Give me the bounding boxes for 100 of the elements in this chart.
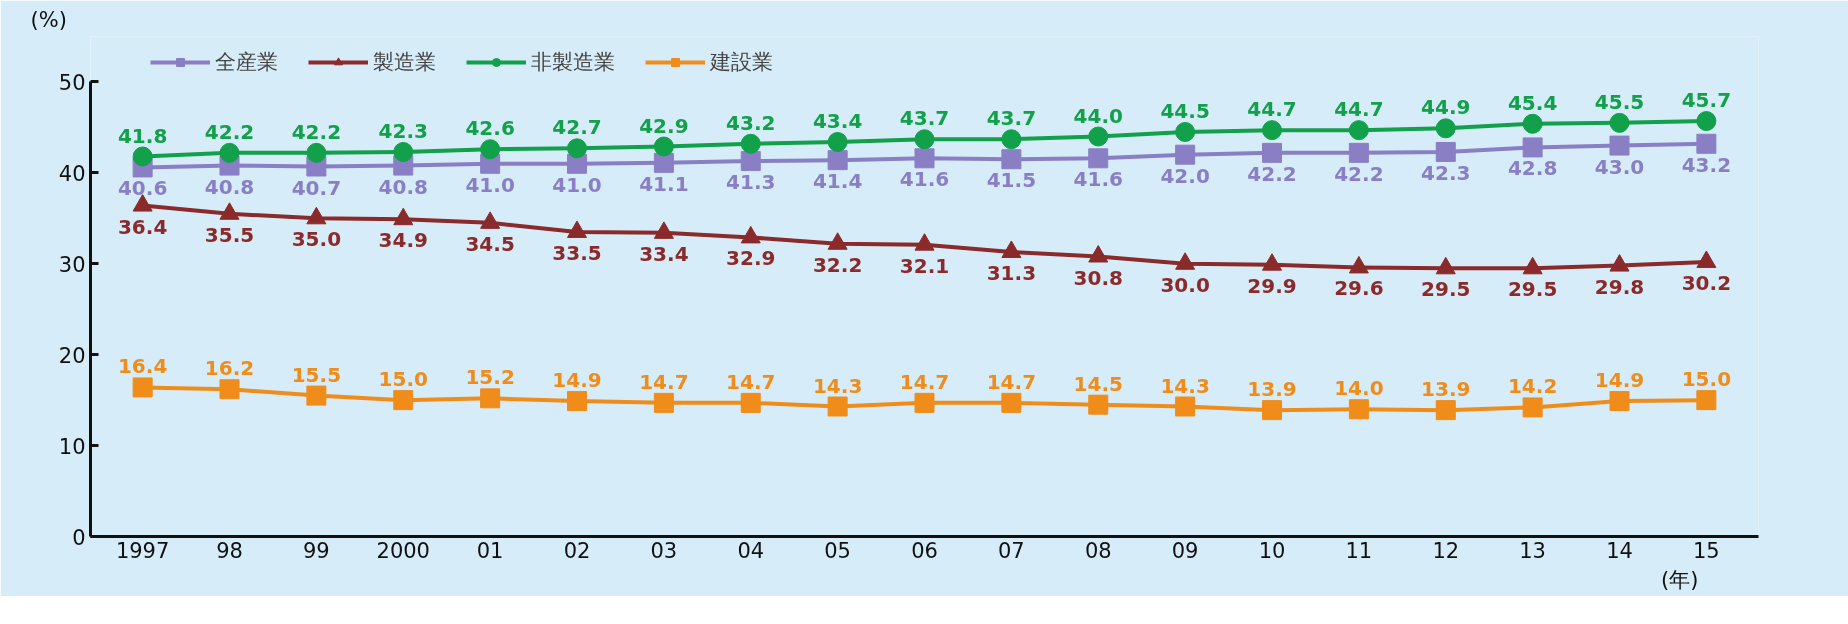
data-label: 45.4 [1507, 90, 1558, 115]
point [1522, 397, 1543, 418]
point [393, 390, 414, 411]
data-label: 29.9 [1247, 273, 1297, 298]
data-label: 42.6 [465, 116, 515, 141]
data-label: 42.7 [552, 115, 602, 140]
point [1609, 112, 1630, 133]
x-tick-label: 13 [1519, 538, 1546, 563]
data-label: 16.2 [204, 356, 255, 381]
data-label: 42.0 [1160, 163, 1210, 188]
data-label: 42.2 [291, 119, 342, 144]
data-label: 29.6 [1334, 276, 1384, 301]
point [1522, 137, 1543, 158]
data-label: 40.8 [378, 174, 428, 199]
legend-label: 非製造業 [531, 49, 615, 76]
data-label: 44.5 [1160, 98, 1210, 123]
data-label: 31.3 [986, 260, 1037, 285]
point [306, 385, 327, 406]
data-label: 44.7 [1334, 97, 1384, 122]
data-label: 42.2 [1247, 161, 1297, 186]
data-label: 14.9 [1594, 368, 1645, 393]
x-tick-label: 03 [650, 538, 678, 563]
point [914, 129, 935, 150]
x-axis-title: (年) [1661, 567, 1699, 592]
point [1522, 113, 1543, 134]
point [740, 151, 761, 172]
x-tick-label: 04 [737, 538, 765, 563]
data-label: 32.1 [899, 253, 950, 278]
point [1696, 390, 1717, 411]
data-label: 41.4 [812, 169, 863, 194]
point [567, 391, 587, 412]
data-label: 43.0 [1594, 154, 1645, 179]
data-label: 42.3 [378, 118, 428, 143]
data-label: 14.5 [1073, 371, 1123, 396]
data-label: 40.7 [291, 175, 342, 200]
data-label: 33.5 [552, 240, 602, 265]
data-label: 14.7 [899, 369, 950, 394]
data-label: 43.4 [812, 108, 863, 133]
point [914, 148, 935, 169]
data-label: 32.2 [812, 252, 863, 277]
point [740, 392, 761, 413]
point [1175, 396, 1196, 417]
y-tick-label: 50 [58, 70, 86, 95]
data-label: 43.7 [899, 106, 950, 131]
data-label: 30.8 [1073, 265, 1123, 290]
y-tick-label: 20 [58, 343, 86, 368]
data-label: 42.8 [1507, 156, 1558, 181]
point [740, 133, 761, 154]
x-tick-label: 07 [998, 538, 1025, 563]
data-label: 44.0 [1073, 103, 1123, 128]
data-label: 29.8 [1594, 274, 1645, 299]
data-label: 30.0 [1160, 272, 1210, 297]
point [1609, 135, 1630, 156]
point [1001, 129, 1022, 150]
point [1175, 144, 1196, 165]
y-tick-label: 40 [58, 161, 86, 186]
point [480, 139, 501, 160]
data-label: 29.5 [1507, 277, 1558, 302]
data-label: 13.9 [1247, 377, 1297, 402]
data-label: 15.2 [465, 365, 515, 390]
data-label: 30.2 [1681, 270, 1732, 295]
data-label: 41.1 [639, 171, 689, 196]
point [1348, 142, 1369, 163]
x-tick-label: 01 [476, 538, 504, 563]
point [393, 141, 414, 162]
point [306, 142, 327, 163]
data-label: 14.3 [1160, 373, 1210, 398]
point [1088, 148, 1109, 169]
x-tick-label: 2000 [376, 538, 430, 563]
point [1348, 120, 1369, 141]
y-tick-label: 30 [58, 252, 86, 277]
data-label: 41.8 [117, 123, 168, 148]
data-label: 34.9 [378, 228, 428, 253]
data-label: 41.0 [552, 172, 602, 197]
data-label: 14.7 [726, 369, 776, 394]
x-tick-label: 11 [1345, 538, 1373, 563]
point [1001, 392, 1022, 413]
data-label: 32.9 [726, 246, 776, 271]
point [1696, 133, 1717, 154]
x-tick-label: 10 [1258, 538, 1286, 563]
point [827, 150, 848, 171]
data-label: 29.5 [1421, 277, 1471, 302]
data-label: 45.7 [1681, 88, 1732, 113]
point [480, 388, 501, 409]
legend-label: 全産業 [215, 49, 278, 76]
data-label: 44.7 [1247, 97, 1297, 122]
legend-label: 建設業 [710, 49, 773, 76]
data-label: 45.5 [1594, 89, 1645, 114]
point [1175, 121, 1196, 142]
point [1088, 126, 1109, 147]
y-tick-label: 10 [58, 434, 86, 459]
x-tick-label: 99 [303, 538, 330, 563]
point [567, 138, 587, 159]
data-label: 43.7 [986, 106, 1037, 131]
data-label: 14.7 [986, 369, 1037, 394]
data-label: 36.4 [117, 214, 168, 239]
point [827, 396, 848, 417]
data-label: 42.2 [204, 119, 255, 144]
data-label: 35.5 [204, 222, 255, 247]
data-label: 34.5 [465, 231, 515, 256]
